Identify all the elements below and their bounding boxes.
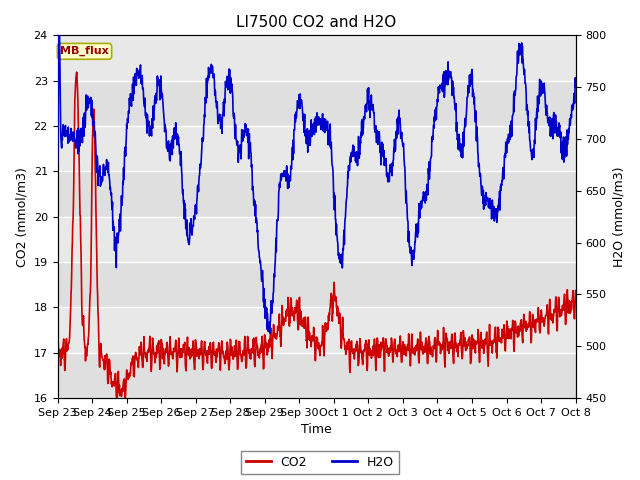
X-axis label: Time: Time [301,423,332,436]
Bar [58,171,575,216]
Y-axis label: H2O (mmol/m3): H2O (mmol/m3) [612,167,625,267]
Bar [58,353,575,398]
Legend: CO2, H2O: CO2, H2O [241,451,399,474]
Bar [58,262,575,307]
Bar [58,81,575,126]
Y-axis label: CO2 (mmol/m3): CO2 (mmol/m3) [15,167,28,266]
Title: LI7500 CO2 and H2O: LI7500 CO2 and H2O [236,15,397,30]
Text: MB_flux: MB_flux [60,46,109,57]
